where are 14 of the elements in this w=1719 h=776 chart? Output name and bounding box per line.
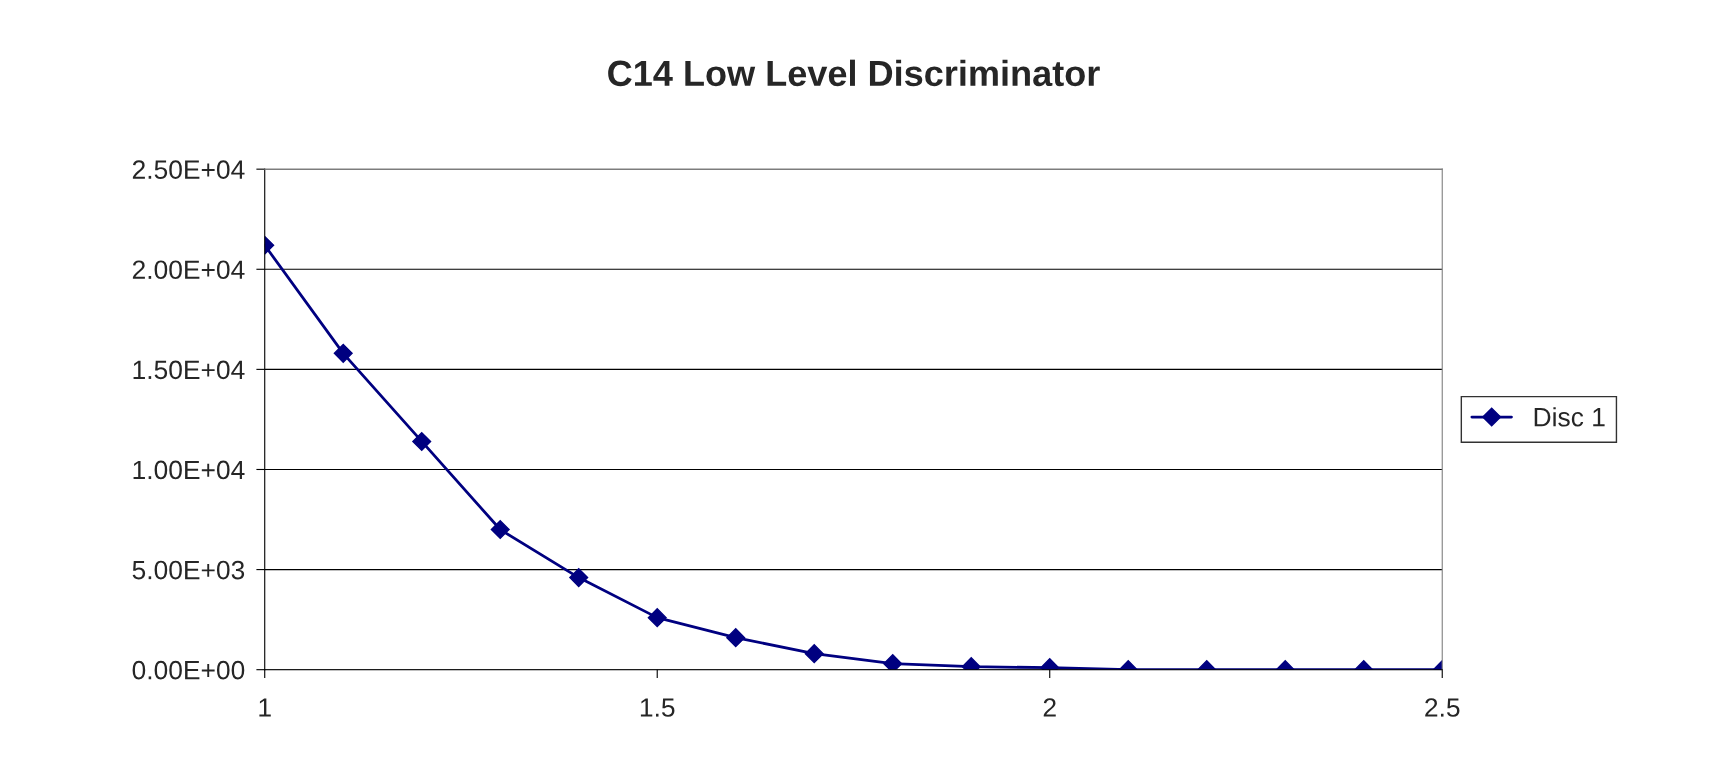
- y-tick-label: 0.00E+00: [132, 660, 245, 680]
- point: [412, 431, 432, 451]
- y-tick-label: 2.00E+04: [132, 260, 245, 280]
- y-tick-label: 2.50E+04: [132, 160, 245, 179]
- x-tick-label: 2: [1043, 698, 1056, 717]
- legend-label: Disc 1: [1534, 407, 1605, 427]
- chart-title: C14 Low Level Discriminator: [608, 59, 1100, 87]
- y-tick-label: 1.50E+04: [133, 360, 245, 380]
- x-tick-label: 2.5: [1425, 698, 1460, 717]
- y-tick-label: 1.00E+04: [133, 460, 245, 480]
- y-tick-label: 5.00E+03: [132, 560, 245, 580]
- x-tick-label: 1: [259, 698, 271, 717]
- x-tick-label: 1.5: [640, 698, 675, 717]
- point: [333, 343, 353, 363]
